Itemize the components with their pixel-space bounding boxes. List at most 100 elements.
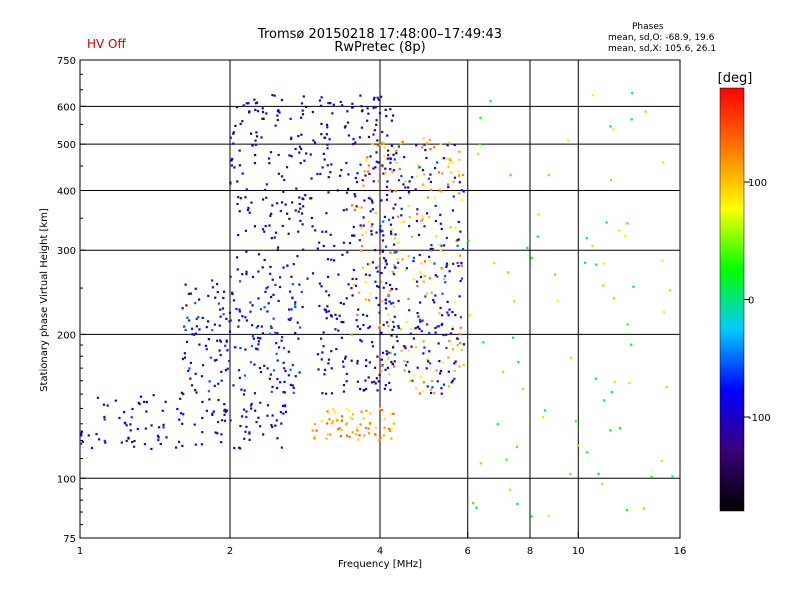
data-point	[591, 244, 594, 247]
data-point	[266, 367, 269, 370]
data-point	[530, 256, 533, 260]
data-point	[630, 118, 633, 121]
data-point	[233, 166, 236, 169]
data-point	[384, 384, 387, 387]
data-point	[316, 172, 319, 176]
data-point	[346, 110, 349, 113]
data-point	[354, 284, 358, 287]
data-point	[423, 274, 426, 277]
data-point	[287, 350, 290, 353]
data-point	[389, 251, 392, 254]
data-point	[324, 308, 327, 312]
data-point	[298, 326, 302, 329]
data-point	[363, 434, 366, 437]
data-point	[273, 236, 276, 239]
data-point	[378, 355, 381, 358]
data-point	[269, 265, 272, 269]
data-point	[368, 195, 372, 198]
data-point	[383, 418, 386, 421]
data-point	[366, 263, 370, 266]
data-point	[360, 244, 364, 248]
data-point	[371, 223, 374, 226]
data-point	[435, 369, 438, 372]
data-point	[392, 422, 395, 425]
data-point	[393, 360, 396, 363]
data-point	[372, 106, 375, 110]
data-point	[259, 401, 262, 404]
data-point	[439, 249, 442, 253]
data-point	[372, 167, 375, 170]
data-point	[445, 263, 448, 267]
data-point	[337, 273, 340, 276]
data-point	[377, 380, 380, 383]
data-point	[609, 429, 612, 432]
data-point	[287, 232, 290, 235]
data-point	[369, 155, 372, 158]
data-point	[401, 258, 404, 261]
data-point	[283, 380, 286, 384]
data-point	[225, 340, 228, 343]
data-point	[103, 418, 106, 421]
data-point	[345, 297, 348, 300]
data-point	[274, 331, 277, 334]
data-point	[382, 286, 385, 289]
data-point	[284, 203, 287, 206]
data-point	[458, 158, 461, 161]
data-point	[406, 360, 409, 364]
data-point	[152, 394, 155, 397]
data-point	[377, 161, 380, 164]
data-point	[392, 320, 395, 324]
data-point	[384, 167, 387, 170]
data-point	[443, 244, 446, 247]
data-point	[479, 462, 482, 465]
data-point	[364, 174, 367, 177]
data-point	[330, 350, 333, 353]
data-point	[430, 244, 433, 247]
data-point	[257, 253, 261, 256]
data-point	[271, 204, 274, 207]
data-point	[439, 372, 442, 375]
data-point	[162, 423, 165, 426]
data-point	[363, 388, 366, 392]
data-point	[305, 152, 308, 155]
data-point	[320, 133, 323, 136]
data-point	[342, 365, 345, 368]
data-point	[195, 325, 198, 328]
data-point	[365, 359, 368, 362]
data-point	[235, 106, 238, 109]
data-point	[377, 439, 381, 442]
data-point	[131, 407, 134, 411]
data-point	[326, 275, 330, 278]
data-point	[312, 139, 315, 142]
data-point	[237, 233, 240, 237]
data-point	[236, 180, 239, 183]
data-point	[386, 321, 389, 324]
data-point	[373, 366, 377, 369]
data-point	[381, 300, 384, 303]
data-point	[291, 296, 294, 299]
data-point	[186, 316, 189, 319]
data-point	[342, 209, 345, 212]
data-point	[249, 301, 252, 304]
data-point	[190, 327, 194, 330]
data-point	[300, 290, 303, 294]
data-point	[291, 283, 294, 286]
data-point	[381, 164, 384, 167]
data-point	[254, 139, 257, 142]
data-point	[479, 116, 482, 119]
data-point	[187, 369, 190, 373]
data-point	[310, 177, 313, 180]
chart-title: Tromsø 20150218 17:48:00–17:49:43	[257, 27, 503, 42]
data-point	[198, 343, 201, 346]
data-point	[364, 231, 367, 234]
data-point	[409, 332, 412, 335]
data-point	[367, 112, 370, 115]
data-point	[347, 283, 350, 286]
data-point	[213, 384, 216, 387]
data-point	[90, 446, 94, 450]
data-point	[375, 377, 378, 380]
data-point	[644, 110, 647, 113]
data-point	[214, 431, 217, 434]
data-point	[185, 340, 189, 343]
data-point	[326, 143, 329, 146]
